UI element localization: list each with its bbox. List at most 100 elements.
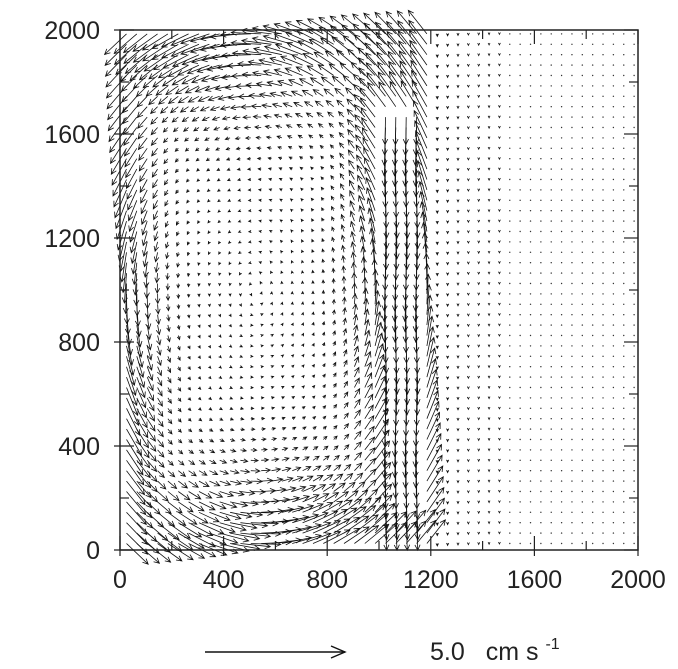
calm-point bbox=[581, 490, 584, 493]
velocity-arrow bbox=[171, 75, 189, 86]
velocity-arrow bbox=[244, 135, 251, 140]
velocity-arrow bbox=[487, 146, 491, 150]
velocity-arrow bbox=[157, 460, 165, 468]
calm-point bbox=[633, 241, 635, 243]
calm-point bbox=[633, 511, 635, 513]
velocity-arrow bbox=[325, 100, 334, 108]
velocity-arrow bbox=[132, 75, 148, 90]
velocity-arrow bbox=[466, 74, 470, 78]
calm-point bbox=[623, 241, 625, 243]
calm-point bbox=[581, 324, 584, 326]
calm-point bbox=[581, 43, 584, 45]
velocity-arrow bbox=[487, 136, 491, 140]
velocity-arrow bbox=[374, 472, 392, 492]
velocity-arrow bbox=[228, 344, 233, 348]
velocity-arrow bbox=[364, 457, 377, 471]
velocity-arrow bbox=[268, 209, 273, 213]
calm-point bbox=[519, 272, 521, 274]
velocity-arrow bbox=[188, 470, 197, 477]
velocity-arrow bbox=[234, 136, 241, 141]
velocity-arrow bbox=[240, 406, 245, 410]
calm-point bbox=[623, 230, 625, 233]
velocity-arrow bbox=[175, 179, 179, 184]
velocity-arrow bbox=[358, 77, 376, 97]
velocity-arrow bbox=[446, 272, 450, 276]
velocity-arrow bbox=[477, 240, 481, 244]
velocity-arrow bbox=[281, 486, 297, 493]
velocity-arrow bbox=[209, 511, 231, 522]
velocity-arrow bbox=[153, 54, 179, 71]
calm-point bbox=[550, 428, 552, 430]
velocity-arrow bbox=[477, 354, 481, 359]
velocity-arrow bbox=[227, 230, 232, 234]
velocity-arrow bbox=[177, 397, 182, 403]
calm-point bbox=[560, 64, 563, 66]
calm-point bbox=[623, 418, 625, 420]
velocity-arrow bbox=[364, 404, 374, 419]
velocity-arrow bbox=[301, 374, 305, 379]
calm-point bbox=[519, 54, 521, 56]
velocity-arrow bbox=[435, 158, 439, 163]
calm-point bbox=[540, 303, 542, 305]
velocity-arrow bbox=[280, 333, 284, 337]
velocity-arrow bbox=[207, 303, 211, 308]
velocity-arrow bbox=[265, 135, 272, 140]
velocity-arrow bbox=[239, 334, 243, 337]
velocity-arrow bbox=[311, 332, 315, 337]
calm-point bbox=[633, 532, 635, 534]
velocity-arrow bbox=[198, 470, 208, 476]
velocity-arrow bbox=[354, 451, 363, 461]
calm-point bbox=[602, 199, 604, 201]
velocity-arrow bbox=[355, 144, 366, 159]
velocity-arrow bbox=[261, 467, 272, 474]
velocity-arrow bbox=[199, 106, 210, 112]
calm-point bbox=[509, 501, 511, 503]
velocity-arrow bbox=[268, 198, 273, 202]
velocity-arrow bbox=[435, 252, 439, 256]
velocity-arrow bbox=[237, 230, 242, 233]
velocity-arrow bbox=[250, 417, 256, 421]
velocity-arrow bbox=[477, 63, 481, 67]
velocity-arrow bbox=[240, 427, 246, 432]
velocity-arrow bbox=[498, 302, 501, 306]
calm-point bbox=[581, 501, 584, 503]
calm-point bbox=[529, 168, 532, 170]
calm-point bbox=[581, 168, 584, 170]
velocity-arrow bbox=[266, 146, 272, 150]
velocity-arrow bbox=[126, 460, 145, 486]
velocity-arrow bbox=[466, 95, 470, 99]
calm-point bbox=[612, 189, 615, 191]
velocity-arrow bbox=[290, 229, 294, 233]
velocity-arrow bbox=[435, 480, 439, 485]
velocity-arrow bbox=[435, 335, 439, 339]
calm-point bbox=[509, 334, 511, 337]
velocity-arrow bbox=[487, 323, 491, 327]
velocity-arrow bbox=[268, 219, 273, 223]
velocity-arrow bbox=[166, 356, 171, 363]
velocity-arrow bbox=[435, 85, 439, 90]
calm-point bbox=[581, 116, 584, 118]
velocity-arrow bbox=[163, 168, 169, 175]
velocity-arrow bbox=[498, 146, 501, 150]
velocity-arrow bbox=[270, 270, 274, 275]
velocity-arrow bbox=[355, 134, 366, 149]
calm-point bbox=[540, 43, 542, 45]
velocity-arrow bbox=[221, 115, 231, 121]
velocity-arrow bbox=[104, 54, 127, 77]
velocity-arrow bbox=[362, 287, 369, 305]
velocity-arrow bbox=[165, 283, 170, 291]
velocity-arrow bbox=[498, 198, 501, 202]
calm-point bbox=[571, 95, 573, 98]
calm-point bbox=[623, 189, 625, 191]
velocity-arrow bbox=[477, 219, 481, 223]
calm-point bbox=[633, 449, 635, 451]
velocity-arrow bbox=[374, 21, 397, 45]
velocity-arrow bbox=[258, 230, 262, 234]
velocity-arrow bbox=[364, 414, 375, 430]
calm-point bbox=[529, 532, 532, 534]
velocity-arrow bbox=[456, 542, 460, 546]
reference-unit-exponent: -1 bbox=[545, 636, 559, 653]
velocity-arrow bbox=[146, 491, 159, 503]
velocity-arrow bbox=[498, 541, 501, 545]
velocity-arrow bbox=[278, 178, 283, 181]
